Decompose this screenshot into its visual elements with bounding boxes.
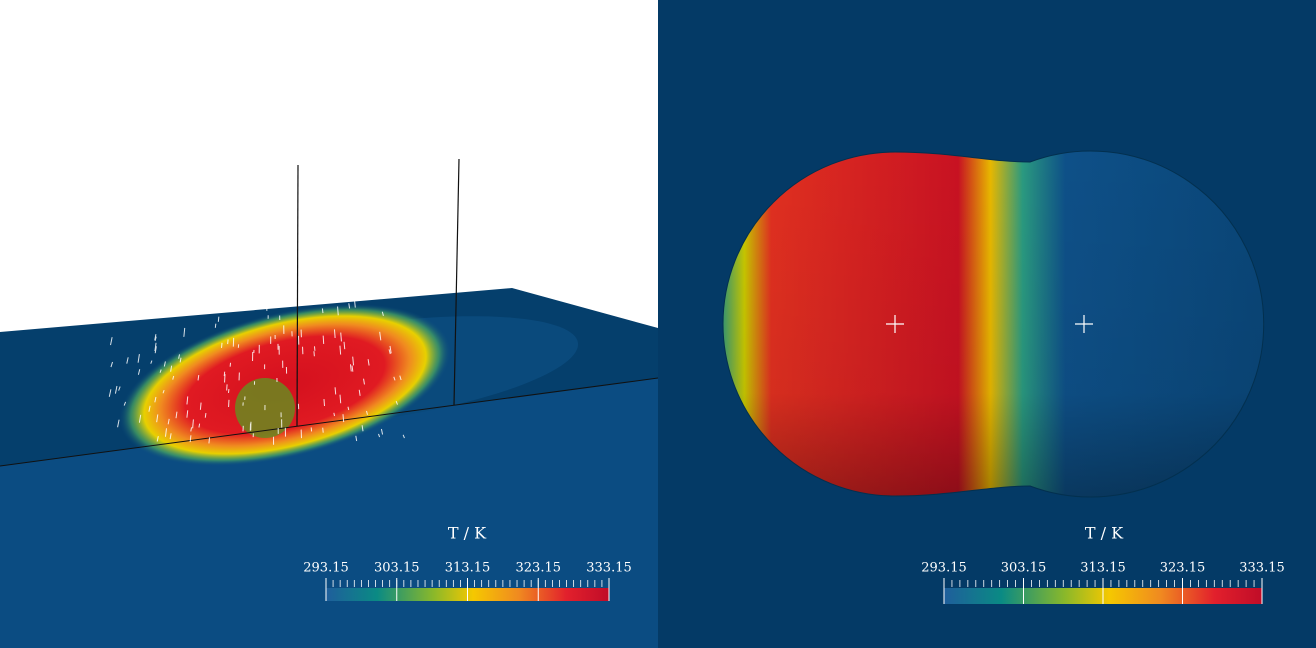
tick-label: 293.15	[303, 561, 349, 576]
tick-label: 293.15	[921, 561, 967, 576]
tick-label: 313.15	[445, 561, 491, 576]
tick-label: 333.15	[1239, 561, 1285, 576]
colorbar: T / K 293.15 303.15 313.15 323.15 333.15	[303, 524, 632, 601]
tick-label: 323.15	[1160, 561, 1206, 576]
left-view	[0, 158, 658, 648]
tick-label: 323.15	[516, 561, 562, 576]
tick-label: 313.15	[1080, 561, 1126, 576]
colorbar: T / K 293.15 303.15 313.15 323.15 333.15	[921, 524, 1285, 604]
tick-label: 303.15	[1001, 561, 1047, 576]
colorbar-title: T / K	[1085, 524, 1124, 543]
right-view	[658, 0, 1316, 648]
tick-label: 333.15	[586, 561, 632, 576]
tick-label: 303.15	[374, 561, 420, 576]
colorbar-title: T / K	[448, 524, 487, 543]
